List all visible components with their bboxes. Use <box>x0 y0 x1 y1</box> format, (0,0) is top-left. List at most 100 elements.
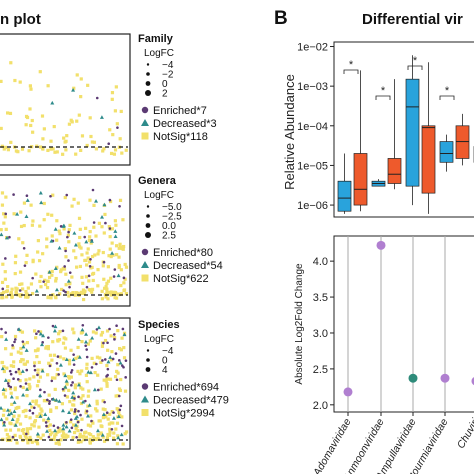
notsig-point <box>48 423 52 427</box>
notsig-point <box>95 355 100 359</box>
dotplot-point <box>471 377 474 386</box>
notsig-point <box>20 330 25 334</box>
notsig-point <box>0 280 5 285</box>
notsig-point <box>75 73 79 77</box>
enriched-point <box>52 424 56 428</box>
decreased-point <box>25 198 30 202</box>
notsig-point <box>24 436 29 441</box>
decreased-point <box>116 273 121 278</box>
notsig-point <box>42 398 47 403</box>
notsig-point <box>67 122 71 126</box>
notsig-point <box>104 285 108 289</box>
notsig-point <box>24 408 28 413</box>
notsig-point <box>77 242 81 246</box>
notsig-point <box>68 400 72 404</box>
notsig-point <box>6 148 10 152</box>
notsig-point <box>13 433 17 437</box>
notsig-point <box>100 297 104 301</box>
notsig-point <box>67 362 72 366</box>
enriched-point <box>92 221 96 224</box>
notsig-point <box>95 402 99 406</box>
notsig-point <box>84 275 89 279</box>
notsig-point <box>49 296 53 300</box>
notsig-point <box>37 425 41 429</box>
enriched-point <box>33 368 37 372</box>
notsig-point <box>30 405 34 409</box>
notsig-point <box>106 297 110 301</box>
notsig-point <box>83 431 87 435</box>
notsig-point <box>34 272 38 276</box>
notsig-point <box>61 152 65 156</box>
notsig-point <box>106 348 110 352</box>
notsig-point <box>28 416 32 420</box>
decreased-point <box>39 342 44 347</box>
notsig-point <box>106 279 111 283</box>
notsig-point <box>117 263 121 268</box>
notsig-point <box>86 83 90 87</box>
notsig-point <box>108 247 112 251</box>
enriched-point <box>16 378 20 381</box>
notsig-point <box>41 433 45 437</box>
enriched-point <box>22 246 26 250</box>
notsig-point <box>25 427 29 431</box>
enriched-point <box>122 365 125 369</box>
notsig-point <box>88 437 92 441</box>
notsig-point <box>101 435 105 439</box>
notsig-point <box>121 442 125 446</box>
notsig-point <box>111 253 115 257</box>
enriched-point <box>105 375 108 378</box>
notsig-point <box>9 352 13 356</box>
notsig-point <box>4 428 8 432</box>
box-body <box>387 158 402 184</box>
notsig-point <box>110 227 115 231</box>
enriched-point <box>73 397 76 400</box>
notsig-point <box>103 338 108 343</box>
notsig-point <box>65 395 69 399</box>
notsig-point <box>56 338 60 342</box>
enriched-point <box>68 271 72 274</box>
significance-bracket <box>375 95 391 100</box>
notsig-point <box>82 291 86 296</box>
box-body <box>439 141 454 163</box>
notsig-point <box>123 432 127 436</box>
enriched-point <box>95 96 99 100</box>
notsig-point <box>80 275 84 279</box>
notsig-point <box>99 333 103 337</box>
notsig-point <box>4 295 9 299</box>
panel-a-title: n plot <box>0 11 41 28</box>
enriched-point <box>3 421 6 424</box>
box-body <box>455 125 470 159</box>
notsig-point <box>101 416 105 420</box>
notsig-point <box>124 430 129 434</box>
notsig-point <box>24 123 28 127</box>
notsig-point <box>70 204 74 208</box>
legend-notsig-marker <box>141 409 149 416</box>
notsig-point <box>86 404 90 408</box>
notsig-point <box>89 241 93 245</box>
notsig-point <box>71 327 75 331</box>
enriched-point <box>69 418 73 421</box>
notsig-point <box>88 198 92 202</box>
enriched-point <box>66 235 69 239</box>
notsig-point <box>109 254 113 259</box>
decreased-point <box>87 403 92 407</box>
notsig-point <box>112 431 116 435</box>
notsig-point <box>102 231 106 235</box>
notsig-point <box>67 240 71 244</box>
enriched-point <box>65 193 69 197</box>
notsig-point <box>114 296 119 300</box>
notsig-point <box>8 111 13 116</box>
notsig-point <box>81 387 85 391</box>
enriched-point <box>67 230 70 234</box>
notsig-point <box>47 393 51 397</box>
notsig-point <box>66 290 70 295</box>
logfc-tick-label: −5.0 <box>162 202 182 213</box>
notsig-point <box>9 290 13 295</box>
notsig-point <box>15 396 19 400</box>
notsig-point <box>78 435 82 439</box>
notsig-point <box>64 433 68 437</box>
decreased-point <box>101 412 106 416</box>
notsig-point <box>99 431 103 435</box>
logfc-tick-label: 2.5 <box>162 231 176 242</box>
notsig-point <box>74 427 78 431</box>
